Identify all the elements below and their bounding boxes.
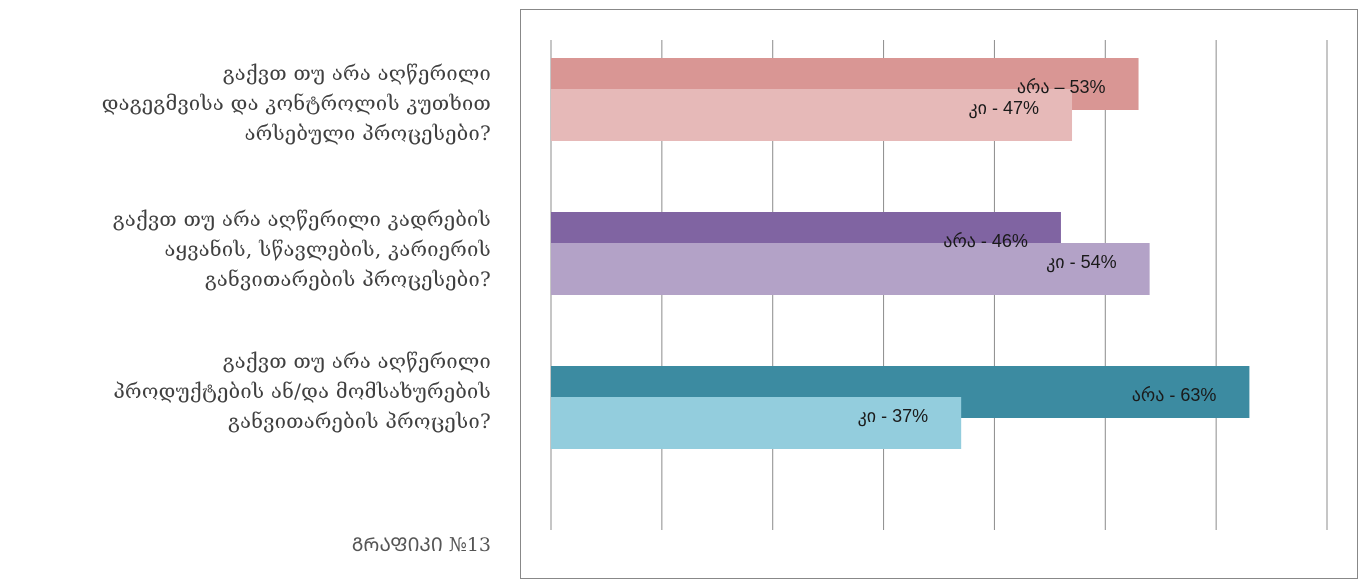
question-line: არსებული პროცესები? — [244, 121, 491, 145]
question-line: აყვანის, სწავლების, კარიერის — [164, 237, 491, 261]
bar-chart: არა – 53%კი - 47% არა - 46% კი - 54% არა - … — [550, 40, 1328, 530]
question-line: გაქვთ თუ არა აღწერილი კადრების — [112, 207, 491, 231]
chart-caption: ᲒᲠᲐᲤᲘᲙᲘ №13 — [351, 534, 491, 556]
question-line: განვითარების პროცესები? — [204, 267, 491, 291]
question-line: გაქვთ თუ არა აღწერილი — [222, 61, 491, 85]
question-label-3: გაქვთ თუ არა აღწერილი პროდუქტების ან/და … — [0, 346, 491, 436]
question-line: პროდუქტების ან/და მომსახურების — [113, 379, 491, 403]
question-line: გაქვთ თუ არა აღწერილი — [222, 349, 491, 373]
chart-area: არა – 53% კი - 47% არა - 46% კი - 54% არა - … — [520, 9, 1358, 579]
bar-value-label: კი - 37% — [858, 406, 929, 427]
question-label-2: გაქვთ თუ არა აღწერილი კადრების აყვანის, … — [0, 204, 491, 294]
bar-value-label: არა - 63% — [1132, 385, 1217, 405]
question-line: განვითარების პროცესი? — [228, 409, 491, 433]
question-label-1: გაქვთ თუ არა აღწერილი დაგეგმვისა და კონტ… — [0, 58, 491, 148]
bar-value-label: არა - 46% — [943, 231, 1028, 251]
bar-2-yes — [551, 243, 1150, 295]
bar-value-label: არა – 53% — [1017, 77, 1106, 97]
question-line: დაგეგმვისა და კონტროლის კუთხით — [101, 91, 491, 115]
bar-3-yes — [551, 397, 962, 449]
bar-1-yes — [551, 89, 1073, 141]
bar-value-label: კი - 47% — [968, 98, 1039, 119]
bar-value-label: კი - 54% — [1046, 252, 1117, 273]
